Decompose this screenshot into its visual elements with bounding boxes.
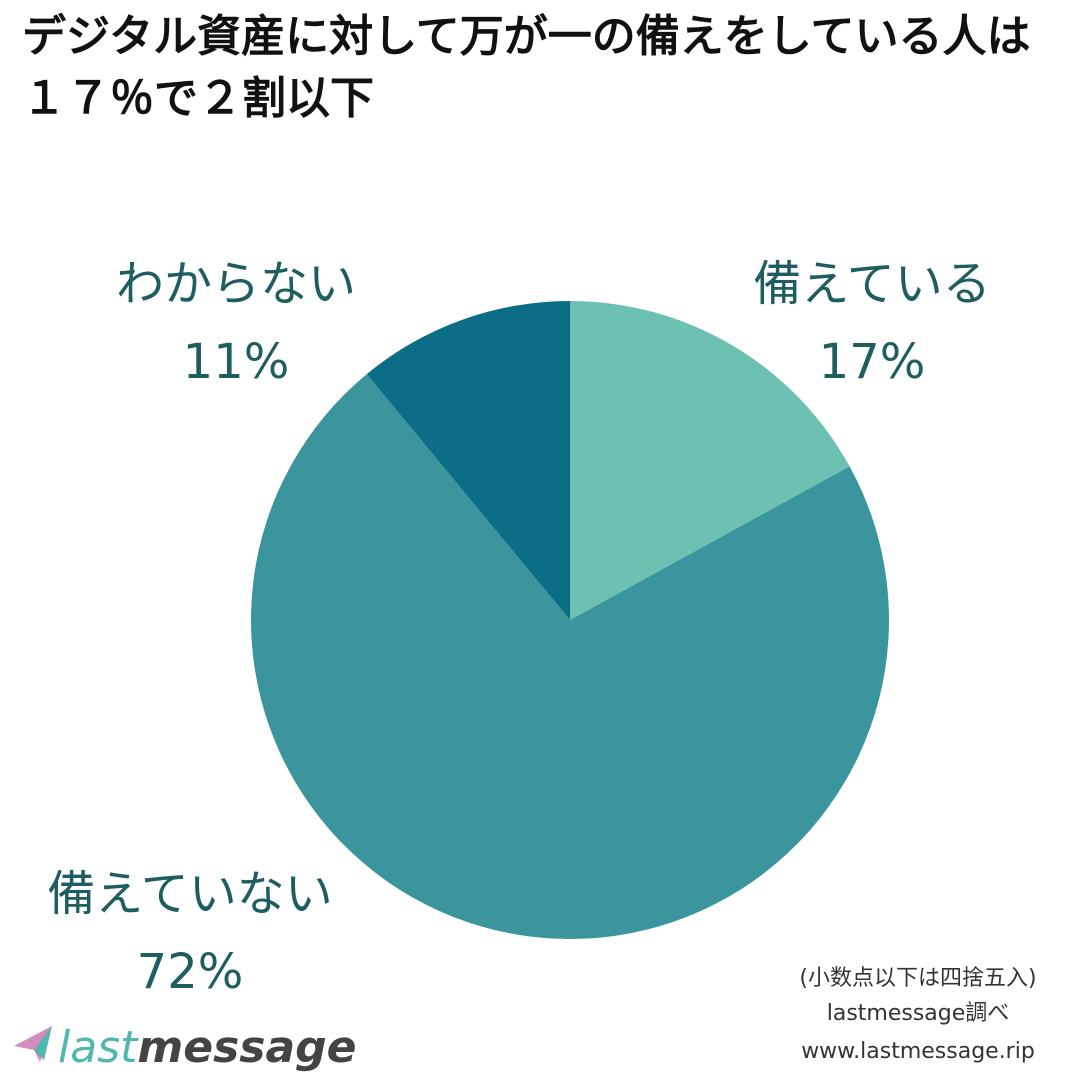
logo-part: last bbox=[58, 1022, 139, 1073]
pie-slice bbox=[250, 374, 889, 940]
pie-slice bbox=[570, 301, 850, 620]
slice-label: 備えている bbox=[753, 256, 991, 312]
logo-icon bbox=[34, 1026, 52, 1060]
value-label: 11% bbox=[183, 334, 290, 390]
note: lastmessage調べ bbox=[827, 1001, 1010, 1026]
value-label: 72% bbox=[137, 944, 244, 1000]
value-label: 17% bbox=[819, 334, 926, 390]
slice-label: わからない bbox=[116, 256, 356, 312]
note: www.lastmessage.rip bbox=[801, 1039, 1035, 1064]
slice-label: 備えていない bbox=[47, 866, 333, 922]
chart-title: デジタル資産に対して万が一の備えをしている人は １７％で２割以下 bbox=[22, 11, 1031, 124]
logo-part: message bbox=[137, 1022, 356, 1073]
pie-slice bbox=[366, 301, 570, 620]
logo-text: lastmessage bbox=[58, 1022, 356, 1073]
logo: lastmessage bbox=[14, 1022, 356, 1073]
note: (小数点以下は四捨五入) bbox=[799, 966, 1036, 991]
